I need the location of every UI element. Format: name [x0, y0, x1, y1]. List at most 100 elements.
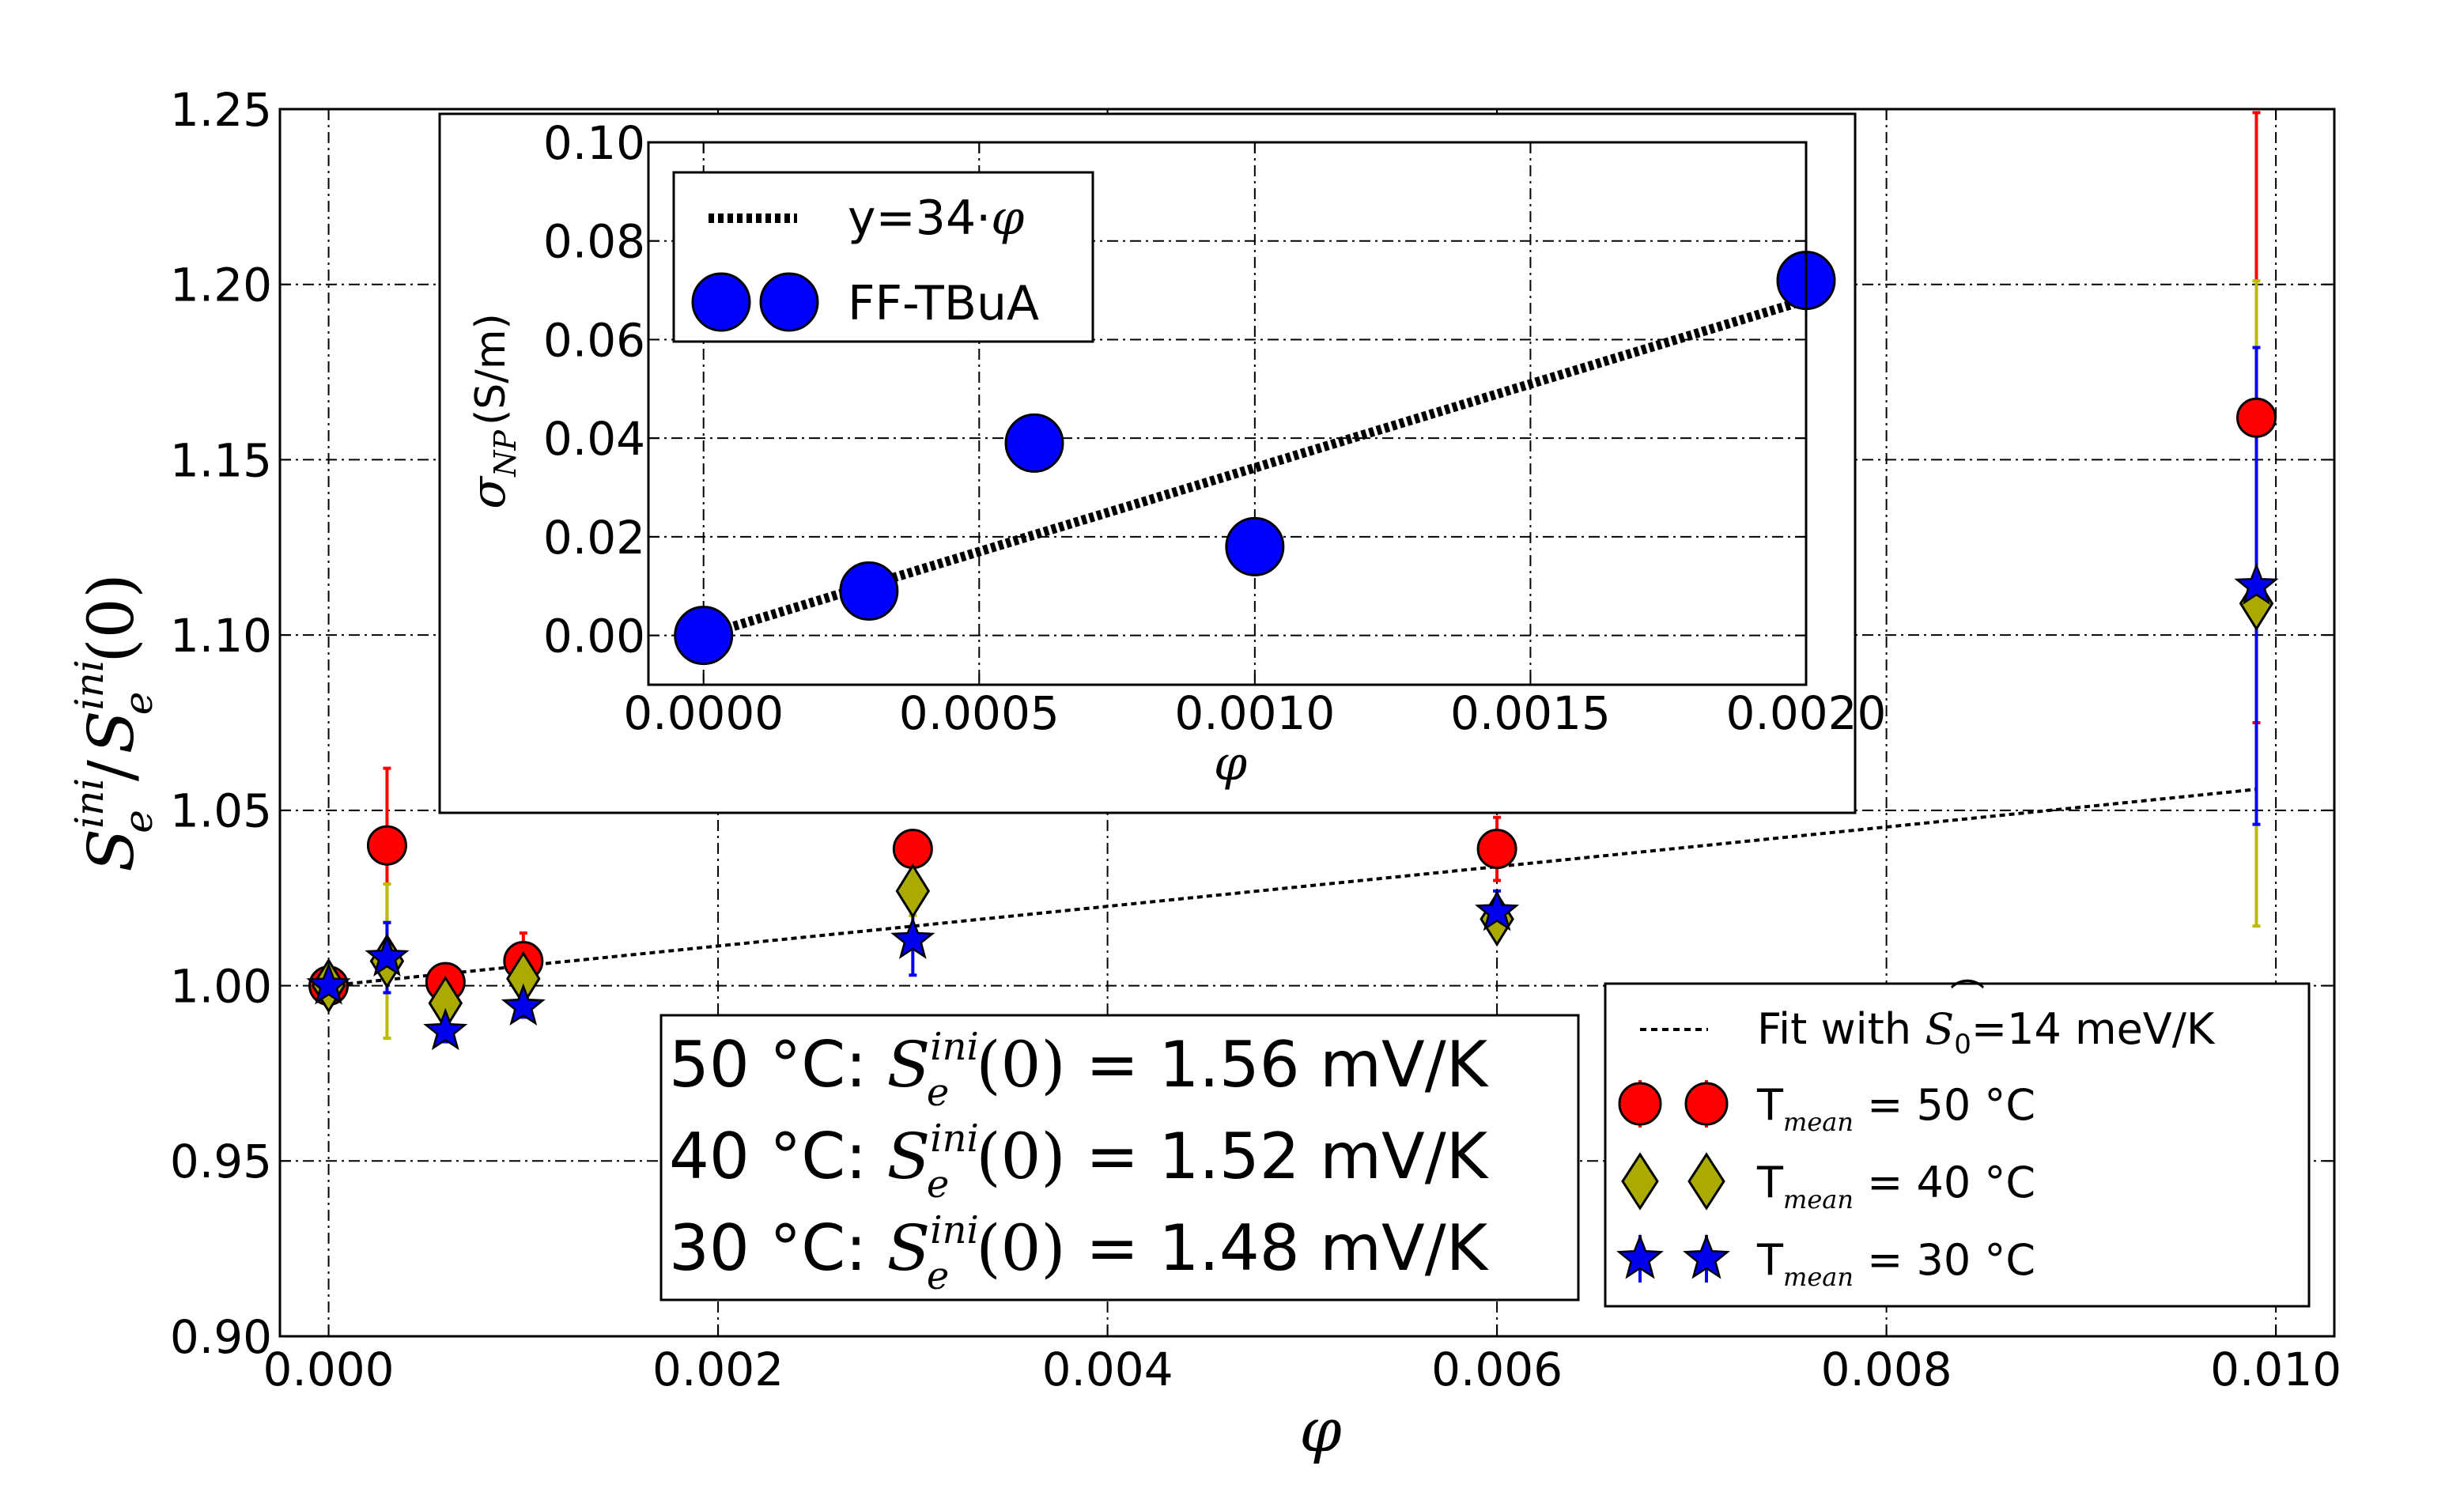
annotation-line-1-sup: ini: [930, 1025, 979, 1069]
inset-point: [674, 606, 734, 666]
inset-panel: 0.0000 0.0005 0.0010 0.0015 0.0020 0.00 0.02 0.…: [438, 112, 1887, 814]
annotation-line-2-value: = 1.52 mV/K: [1066, 1120, 1490, 1193]
main-plot-frame: [278, 108, 2336, 1338]
main-y-axis-label-sup: ini: [66, 778, 112, 829]
inset-y-tick-label: 0.02: [543, 511, 645, 565]
inset-legend-fit-phi: φ: [991, 191, 1024, 246]
main-fit-line: [328, 788, 2257, 988]
annotation-line-3-prefix: 30 °C:: [669, 1211, 886, 1285]
inset-y-tick-label: 0.06: [543, 313, 645, 367]
svg-text:σNP(S/m): σNP(S/m): [461, 313, 523, 509]
legend-30-sub: mean: [1783, 1262, 1854, 1292]
main-x-tick-label: 0.010: [2210, 1343, 2341, 1396]
point-30c: [501, 983, 546, 1026]
legend-40-marker-1: [1621, 1152, 1659, 1211]
inset-legend-fit-text: y=34·: [848, 191, 991, 246]
inset-x-tick-label: 0.0000: [623, 686, 784, 740]
legend-fit-tilde: ⌒: [1950, 977, 1985, 1018]
inset-x-tick-label: 0.0005: [899, 686, 1060, 740]
inset-y-axis-label-symbol: σ: [461, 475, 516, 509]
svg-text:Sinie/Sinie(0): Sinie/Sinie(0): [66, 573, 161, 871]
main-y-axis-label-symbol: S: [74, 829, 148, 872]
annotation-line-1-prefix: 50 °C:: [669, 1028, 886, 1101]
legend-fit-suffix: =14 meV/K: [1971, 1004, 2216, 1054]
legend-50-sub: mean: [1783, 1107, 1854, 1137]
main-y-tick-label: 1.05: [170, 784, 272, 838]
point-50c: [1476, 829, 1517, 870]
inset-series: [674, 251, 1836, 666]
annotation-line-1-tail: (0): [976, 1028, 1065, 1101]
inset-y-axis-label-unit: (S/m): [467, 313, 515, 425]
inset-y-axis-label-sub: NP: [488, 429, 523, 478]
main-ticks: 0.000 0.002 0.004 0.006 0.008 0.0100.900.951.…: [170, 83, 2341, 1396]
inset-y-tick-label: 0.10: [543, 116, 645, 170]
point-30c: [1475, 888, 1520, 931]
annotation-line-3-value: = 1.48 mV/K: [1066, 1211, 1490, 1285]
legend-30-marker-2: [1683, 1233, 1730, 1279]
point-30c: [423, 1007, 468, 1051]
inset-legend-marker-2: [759, 272, 819, 332]
main-y-axis-label-sep: /: [74, 760, 148, 781]
main-y-axis-label-tail: (0): [74, 573, 148, 663]
main-y-tick-label: 1.20: [170, 259, 272, 312]
annotation-line-1-symbol: S: [886, 1028, 930, 1101]
annotation-line-2-sup: ini: [930, 1116, 979, 1161]
main-y-tick-label: 1.15: [170, 433, 272, 487]
legend-50-marker-2: [1684, 1082, 1729, 1126]
main-fit-segment: [328, 788, 2257, 988]
point-30c: [2234, 562, 2279, 605]
point-30c: [306, 962, 351, 1005]
inset-point: [1225, 516, 1285, 576]
inset-x-tick-label: 0.0010: [1174, 686, 1335, 740]
main-y-tick-label: 1.00: [170, 959, 272, 1013]
legend-fit-symbol: S: [1925, 1004, 1954, 1054]
inset-legend: y=34·φ FF-TBuA: [672, 171, 1094, 343]
annotation-line-3-sup: ini: [930, 1208, 979, 1252]
legend-40-marker-2: [1687, 1152, 1725, 1211]
main-legend: Fit with S0=14 meV/K ⌒ Tmean = 50 °C Tme…: [1604, 977, 2311, 1308]
main-y-tick-label: 1.25: [170, 83, 272, 137]
inset-x-tick-label: 0.0020: [1726, 686, 1887, 740]
annotation-line-3-symbol: S: [886, 1211, 930, 1285]
point-50c: [892, 829, 933, 870]
legend-40-prefix: T: [1756, 1158, 1784, 1207]
annotation-line-3-sub: e: [927, 1254, 949, 1298]
legend-40-suffix: = 40 °C: [1854, 1158, 2035, 1207]
inset-x-tick-label: 0.0015: [1450, 686, 1611, 740]
annotation-line-2: 40 °C: Sini e (0) = 1.52 mV/K: [669, 1116, 1490, 1207]
legend-50-prefix: T: [1756, 1080, 1784, 1130]
main-x-tick-label: 0.004: [1042, 1343, 1173, 1396]
main-y-axis-label-sub-2: e: [115, 692, 161, 716]
legend-40-sub: mean: [1783, 1184, 1854, 1215]
main-series: [306, 111, 2279, 1051]
inset-legend-fit-label: y=34·φ: [848, 191, 1024, 246]
main-y-axis-label-symbol-2: S: [74, 710, 148, 754]
legend-30-marker-1: [1616, 1233, 1664, 1279]
main-y-tick-label: 0.90: [170, 1310, 272, 1364]
main-x-tick-label: 0.002: [652, 1343, 784, 1396]
annotation-line-2-tail: (0): [976, 1120, 1065, 1193]
point-30c: [365, 934, 410, 977]
main-y-axis-label: Sinie/Sinie(0): [66, 573, 161, 871]
inset-y-tick-label: 0.08: [543, 215, 645, 269]
annotation-line-3: 30 °C: Sini e (0) = 1.48 mV/K: [669, 1208, 1490, 1298]
inset-legend-series-label: FF-TBuA: [848, 276, 1039, 331]
inset-y-tick-label: 0.04: [543, 412, 645, 466]
annotation-frame: [659, 1014, 1580, 1301]
legend-30-label: Tmean = 30 °C: [1756, 1235, 2035, 1292]
annotation-line-2-symbol: S: [886, 1120, 930, 1193]
inset-y-axis-label: σNP(S/m): [461, 313, 523, 509]
annotation-line-2-prefix: 40 °C:: [669, 1120, 886, 1193]
legend-30-suffix: = 30 °C: [1854, 1235, 2035, 1285]
legend-50-label: Tmean = 50 °C: [1756, 1080, 2035, 1137]
inset-legend-marker-1: [691, 272, 751, 332]
inset-x-axis-label: φ: [1214, 736, 1247, 791]
point-50c: [2235, 397, 2277, 438]
inset-plot-frame: [647, 141, 1808, 686]
inset-point: [839, 561, 899, 621]
main-y-axis-label-sup-2: ini: [66, 659, 112, 710]
legend-fit-label: Fit with S0=14 meV/K: [1757, 1004, 2216, 1060]
main-x-tick-label: 0.000: [263, 1343, 395, 1396]
main-x-tick-label: 0.006: [1431, 1343, 1563, 1396]
